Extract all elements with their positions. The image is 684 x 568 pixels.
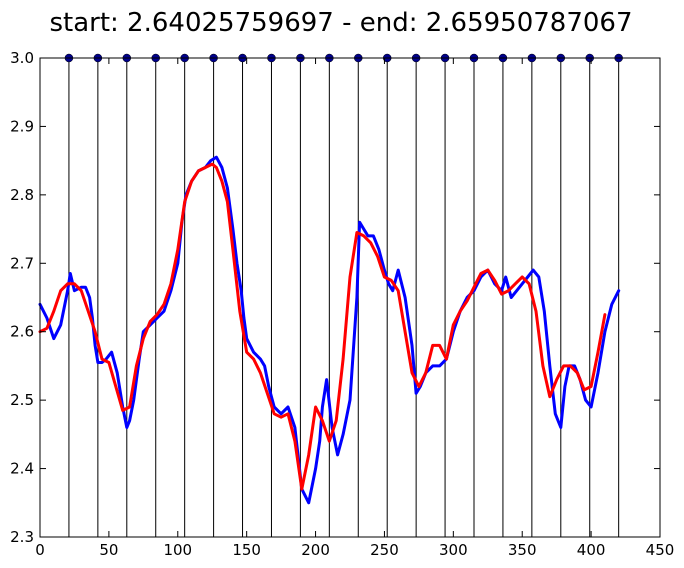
x-tick-label: 200 bbox=[301, 541, 330, 559]
x-tick-label: 100 bbox=[163, 541, 192, 559]
y-tick-label: 3.0 bbox=[10, 49, 34, 67]
axis-ticks bbox=[39, 57, 661, 538]
y-tick-labels: 2.3 2.4 2.5 2.6 2.7 2.8 2.9 3.0 bbox=[10, 49, 34, 546]
series-line-2 bbox=[38, 162, 607, 491]
y-tick-label: 2.7 bbox=[10, 254, 34, 272]
y-tick-label: 2.8 bbox=[10, 186, 34, 204]
y-tick-label: 2.9 bbox=[10, 117, 34, 135]
x-tick-label: 300 bbox=[439, 541, 468, 559]
y-tick-label: 2.5 bbox=[10, 391, 34, 409]
x-tick-label: 450 bbox=[646, 541, 675, 559]
chart-title: start: 2.64025759697 - end: 2.6595078706… bbox=[49, 8, 632, 38]
y-tick-label: 2.6 bbox=[10, 323, 34, 341]
y-tick-label: 2.4 bbox=[10, 460, 34, 478]
x-tick-label: 400 bbox=[577, 541, 606, 559]
x-tick-label: 50 bbox=[99, 541, 118, 559]
series-line-1 bbox=[38, 155, 621, 505]
x-tick-label: 350 bbox=[508, 541, 537, 559]
plot-frame bbox=[39, 57, 661, 538]
vertical-lines bbox=[68, 58, 620, 537]
series-lines bbox=[38, 155, 621, 505]
x-tick-labels: 0 50 100 150 200 250 300 350 400 450 bbox=[35, 541, 674, 559]
x-tick-label: 250 bbox=[370, 541, 399, 559]
x-tick-label: 0 bbox=[35, 541, 45, 559]
y-tick-label: 2.3 bbox=[10, 528, 34, 546]
x-tick-label: 150 bbox=[232, 541, 261, 559]
